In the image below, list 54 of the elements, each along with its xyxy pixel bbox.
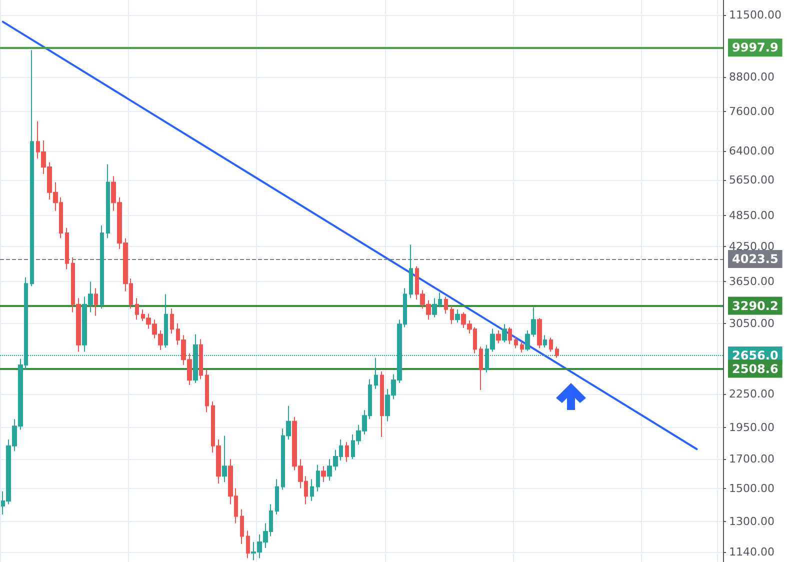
- candlestick: [310, 478, 314, 502]
- candlestick: [205, 369, 209, 413]
- y-tick-label: 3650.00: [729, 275, 774, 288]
- candlestick: [321, 466, 326, 483]
- y-tick-label: 1700.00: [729, 452, 774, 466]
- candlestick: [444, 296, 448, 314]
- candlestick: [100, 224, 104, 310]
- y-tick-label: 1300.00: [729, 514, 774, 528]
- y-tick-label: 6400.00: [729, 144, 774, 158]
- y-tick-label: 2250.00: [729, 388, 774, 401]
- candlestick: [164, 294, 168, 348]
- ref-line-label: 9997.9: [732, 40, 778, 55]
- candlestick: [240, 508, 244, 544]
- y-tick-label: 5650.00: [729, 174, 774, 187]
- candlestick: [514, 336, 518, 349]
- candlestick: [246, 530, 250, 559]
- candlestick: [135, 298, 139, 320]
- y-tick-label: 11500.00: [729, 8, 782, 22]
- candlestick: [455, 308, 460, 324]
- candlestick: [30, 50, 34, 287]
- candlestick: [199, 338, 203, 380]
- candlestick: [106, 164, 110, 239]
- candlestick: [502, 324, 507, 343]
- candlestick: [555, 346, 559, 358]
- candlestick: [380, 370, 384, 438]
- y-tick-label: 1950.00: [729, 420, 774, 434]
- ref-line-label: 4023.5: [732, 252, 778, 266]
- candlestick: [170, 308, 174, 334]
- candlestick: [316, 464, 320, 492]
- candlestick: [520, 341, 524, 354]
- y-tick-label: 3050.00: [729, 316, 774, 330]
- ref-line-label: 3290.2: [732, 298, 778, 313]
- y-tick-label: 8800.00: [729, 70, 774, 84]
- y-tick-label: 1500.00: [729, 482, 774, 495]
- candlestick: [479, 346, 483, 390]
- ref-line-label: 2508.6: [732, 362, 778, 376]
- candlestick: [508, 326, 512, 345]
- candlestick: [275, 478, 279, 515]
- candlestick: [65, 227, 69, 270]
- y-tick-label: 7600.00: [729, 104, 774, 118]
- candlestick: [345, 442, 349, 462]
- candlestick: [549, 337, 553, 352]
- candlestick: [94, 288, 98, 316]
- candlestick: [496, 330, 501, 344]
- y-tick-label: 4250.00: [729, 240, 774, 253]
- candlestick: [543, 334, 547, 348]
- candlestick: [409, 244, 413, 299]
- y-tick-label: 4850.00: [729, 209, 774, 222]
- y-tick-label: 1140.00: [729, 546, 774, 559]
- candlestick: [374, 357, 378, 390]
- candlestick: [222, 435, 227, 483]
- candlestick: [450, 305, 454, 325]
- ref-line-label: 2656.0: [732, 348, 778, 363]
- candlestick: [537, 318, 542, 349]
